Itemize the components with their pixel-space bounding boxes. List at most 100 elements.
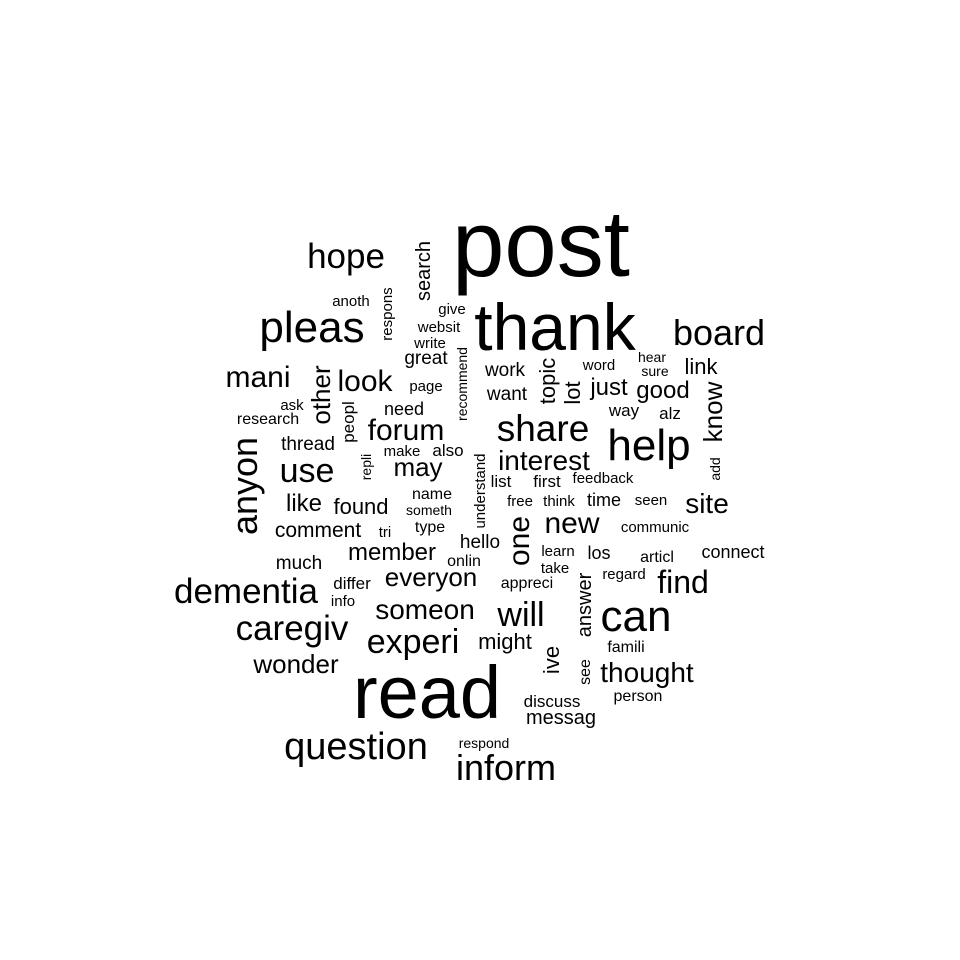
word-everyon: everyon (385, 562, 478, 592)
word-interest: interest (498, 445, 590, 476)
word-differ: differ (333, 574, 371, 593)
word-communic: communic (621, 519, 690, 536)
word-want: want (486, 384, 528, 405)
word-caregiv: caregiv (236, 609, 349, 648)
word-member: member (348, 539, 436, 566)
word-messag: messag (526, 707, 596, 729)
word-respons: respons (379, 287, 396, 340)
word-understand: understand (472, 453, 489, 528)
word-ask: ask (280, 397, 304, 414)
word-take: take (541, 560, 569, 577)
word-connect: connect (701, 542, 764, 562)
word-may: may (393, 452, 442, 482)
word-discuss: discuss (524, 692, 581, 711)
word-recommend: recommend (454, 347, 470, 421)
word-like: like (286, 490, 322, 517)
word-post: post (452, 191, 630, 296)
word-read: read (353, 651, 501, 734)
word-tri: tri (379, 524, 392, 541)
word-share: share (497, 408, 590, 449)
word-info: info (331, 593, 355, 610)
word-dementia: dementia (174, 572, 319, 611)
word-give: give (438, 301, 466, 318)
word-anyon: anyon (224, 437, 265, 535)
word-list: list (491, 472, 512, 491)
word-free: free (507, 493, 533, 510)
word-great: great (404, 348, 448, 369)
word-look: look (337, 365, 393, 398)
word-research: research (237, 411, 299, 428)
word-appreci: appreci (501, 575, 553, 592)
word-regard: regard (602, 566, 645, 583)
word-good: good (636, 377, 689, 404)
word-inform: inform (456, 747, 556, 788)
word-websit: websit (417, 319, 461, 336)
word-hope: hope (307, 237, 385, 276)
word-link: link (684, 354, 718, 379)
word-one: one (503, 516, 536, 566)
word-make: make (384, 443, 421, 460)
word-alz: alz (659, 404, 681, 423)
word-experi: experi (367, 623, 460, 661)
word-help: help (607, 421, 690, 470)
word-thread: thread (281, 434, 335, 455)
word-feedback: feedback (573, 470, 634, 487)
word-famili: famili (607, 639, 644, 656)
word-thought: thought (600, 657, 694, 688)
word-see: see (577, 659, 594, 685)
word-los: los (587, 543, 610, 563)
word-use: use (280, 452, 335, 490)
word-will: will (496, 596, 544, 634)
word-find: find (657, 564, 709, 600)
word-found: found (333, 494, 388, 519)
word-work: work (484, 360, 526, 381)
word-search: search (413, 241, 435, 301)
word-repli: repli (358, 454, 374, 480)
word-comment: comment (275, 519, 362, 542)
word-add: add (707, 457, 723, 480)
word-new: new (544, 507, 599, 540)
word-onlin: onlin (447, 553, 481, 570)
word-site: site (685, 488, 729, 519)
word-first: first (533, 472, 561, 491)
word-person: person (614, 688, 663, 705)
word-need: need (384, 399, 424, 419)
word-word: word (582, 357, 616, 374)
word-can: can (601, 592, 672, 641)
word-just: just (589, 374, 628, 401)
word-much: much (276, 553, 322, 574)
word-board: board (673, 312, 765, 353)
word-name: name (412, 486, 452, 503)
word-other: other (306, 365, 336, 425)
word-wonder: wonder (252, 649, 339, 679)
word-someon: someon (375, 594, 475, 625)
word-might: might (478, 629, 532, 654)
word-mani: mani (225, 361, 290, 394)
word-seen: seen (635, 492, 668, 509)
word-topic: topic (535, 358, 560, 404)
word-type: type (415, 519, 445, 536)
word-way: way (608, 401, 640, 420)
word-forum: forum (368, 414, 445, 447)
word-learn: learn (541, 543, 574, 560)
word-peopl: peopl (339, 401, 358, 443)
word-sure: sure (641, 363, 668, 379)
word-hello: hello (460, 532, 500, 553)
word-know: know (698, 381, 728, 442)
word-thank: thank (474, 290, 636, 364)
word-articl: articl (640, 549, 674, 566)
word-anoth: anoth (332, 293, 370, 310)
word-think: think (543, 493, 575, 510)
word-someth: someth (406, 502, 452, 518)
word-lot: lot (560, 381, 585, 404)
word-write: write (413, 335, 446, 352)
word-time: time (587, 490, 621, 510)
word-pleas: pleas (259, 303, 364, 352)
word-answer: answer (574, 572, 596, 637)
word-hear: hear (638, 349, 666, 365)
word-respond: respond (459, 735, 510, 751)
word-also: also (432, 441, 463, 460)
word-page: page (409, 378, 442, 395)
word-question: question (284, 726, 428, 768)
word-ive: ive (539, 646, 564, 674)
